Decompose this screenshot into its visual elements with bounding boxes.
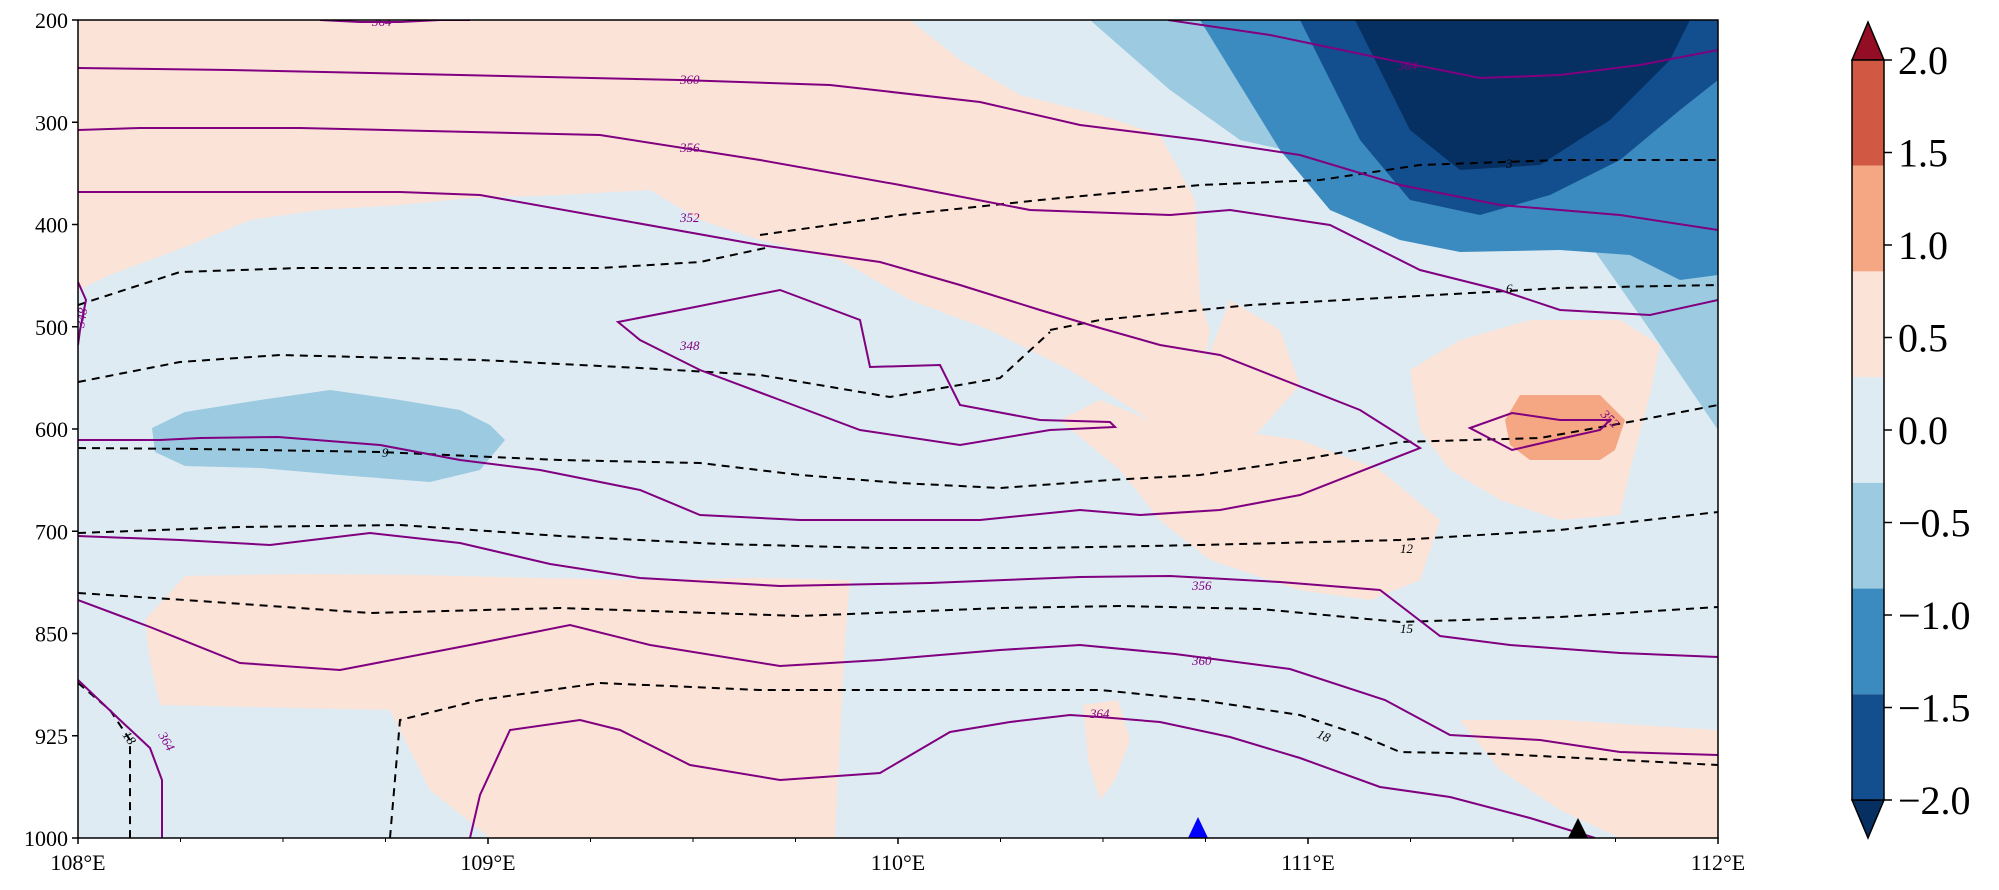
solid-contour-356 xyxy=(78,127,1718,317)
clabel-360: 360 xyxy=(679,72,700,87)
fill-red-lower-spot xyxy=(1083,700,1130,800)
x-tick-label: 110°E xyxy=(871,850,925,875)
y-axis: 200 300 400 500 600 700 850 925 1000 xyxy=(24,8,78,851)
fill-red-wedge xyxy=(760,240,1300,470)
colorbar: 2.0 1.5 1.0 0.5 0.0 −0.5 −1.0 −1.5 −2.0 xyxy=(1850,20,1971,840)
colorbar-label: 0.5 xyxy=(1898,316,1948,361)
colorbar-label: 1.0 xyxy=(1898,223,1948,268)
colorbar-label: 0.0 xyxy=(1898,408,1948,453)
colorbar-extend-bottom xyxy=(1850,799,1886,840)
colorbar-label: −0.5 xyxy=(1898,501,1971,546)
fill-blue-core xyxy=(1355,20,1690,170)
fill-red-lower-right xyxy=(1460,720,1718,838)
x-tick-label: 111°E xyxy=(1281,850,1335,875)
y-tick-label: 925 xyxy=(35,724,68,749)
clabel-dashed-6: 6 xyxy=(1506,281,1513,296)
colorbar-label: −2.0 xyxy=(1898,778,1971,823)
clabel-364-upper: 364 xyxy=(1397,58,1418,73)
fill-red-lower-band xyxy=(145,574,850,838)
colorbar-band xyxy=(1852,165,1884,272)
solid-contour-360 xyxy=(78,67,1718,231)
colorbar-label: 2.0 xyxy=(1898,38,1948,83)
colorbar-extend-top xyxy=(1850,20,1886,61)
colorbar-band xyxy=(1852,588,1884,695)
y-tick-label: 400 xyxy=(35,213,68,238)
y-tick-label: 1000 xyxy=(24,826,68,851)
clabel-dashed-12: 12 xyxy=(1400,541,1414,556)
clabel-360-lower: 360 xyxy=(1191,653,1212,668)
marker-blue-triangle xyxy=(1188,817,1208,838)
dashed-contour-15 xyxy=(78,592,1718,624)
y-tick-label: 850 xyxy=(35,622,68,647)
dashed-contour-12 xyxy=(78,511,1718,549)
solid-contour-356-lower xyxy=(78,531,1718,658)
solid-contour-364-lower xyxy=(469,713,1596,838)
colorbar-label: −1.5 xyxy=(1898,686,1971,731)
fill-red-right-spot xyxy=(1505,395,1625,460)
colorbar-band xyxy=(1852,694,1884,800)
x-axis: 108°E 109°E 110°E 111°E 112°E xyxy=(50,838,1745,875)
solid-contour-364-upper xyxy=(1167,20,1718,80)
colorbar-band xyxy=(1852,377,1884,483)
x-tick-label: 108°E xyxy=(50,850,105,875)
fill-red-wedge-connector xyxy=(1060,400,1440,600)
x-tick-label: 109°E xyxy=(460,850,515,875)
solid-contour-360-lower xyxy=(78,599,1718,756)
clabel-356-lower: 356 xyxy=(1191,578,1212,593)
solid-contour-352 xyxy=(78,191,1423,521)
dashed-contour-18b xyxy=(389,681,1718,838)
dashed-contour-6-lower xyxy=(78,331,1051,399)
solid-contours xyxy=(78,20,1718,838)
clabel-dashed-15: 15 xyxy=(1400,621,1414,636)
solid-contour-348-loop xyxy=(615,288,1118,447)
dashed-contour-6 xyxy=(1049,284,1718,331)
colorbar-band xyxy=(1852,271,1884,378)
y-tick-label: 200 xyxy=(35,8,68,33)
colorbar-label: −1.0 xyxy=(1898,593,1971,638)
y-tick-label: 500 xyxy=(35,315,68,340)
clabel-348: 348 xyxy=(679,338,700,353)
solid-contour-348-left xyxy=(78,281,88,346)
colorbar-label: 1.5 xyxy=(1898,131,1948,176)
colorbar-band xyxy=(1852,60,1884,166)
y-tick-label: 700 xyxy=(35,519,68,544)
plot-area: 364 364 360 356 352 348 348 356 360 364 … xyxy=(72,14,1718,838)
fill-blue-patch-left xyxy=(152,390,505,482)
clabel-364-top: 364 xyxy=(371,14,392,29)
solid-contour-364-top xyxy=(319,20,470,23)
solid-contour-364-left xyxy=(78,679,163,838)
clabel-dashed-3: 3 xyxy=(1505,156,1513,171)
solid-contour-352-right-loop xyxy=(1467,411,1613,452)
fill-red-upper-band xyxy=(78,20,1210,390)
clabel-348-left: 348 xyxy=(72,306,90,329)
clabel-352: 352 xyxy=(679,210,700,225)
clabel-dashed-9: 9 xyxy=(382,445,389,460)
y-tick-label: 600 xyxy=(35,417,68,442)
clabel-dashed-18: 18 xyxy=(1315,726,1334,745)
colorbar-band xyxy=(1852,482,1884,589)
y-tick-label: 300 xyxy=(35,110,68,135)
marker-black-triangle xyxy=(1568,818,1588,838)
x-tick-label: 112°E xyxy=(1691,850,1745,875)
clabel-356: 356 xyxy=(679,140,700,155)
clabel-364-lower: 364 xyxy=(1089,706,1110,721)
